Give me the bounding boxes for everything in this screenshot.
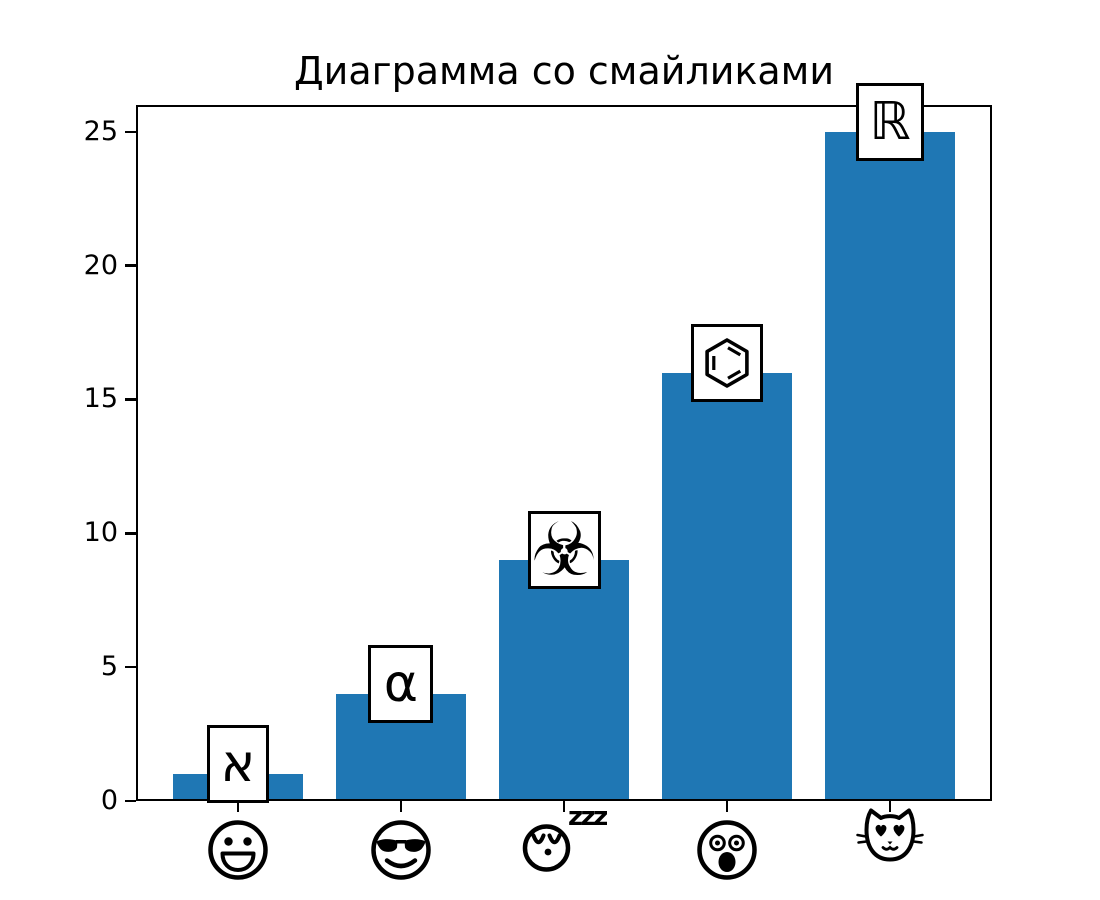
bar [824, 131, 956, 801]
x-tick-emoji-grinning-face [206, 818, 270, 886]
heart-eyes-cat-icon [856, 808, 924, 862]
astonished-face-icon [697, 820, 757, 880]
y-tick-mark [125, 398, 136, 401]
y-tick-label: 25 [83, 115, 118, 147]
bar [661, 372, 793, 801]
x-tick-emoji-smiling-cat-with-heart-eyes [856, 806, 924, 870]
bar [498, 560, 630, 801]
svg-text:zzz: zzz [568, 808, 607, 832]
biohazard-sign-glyph: ☣ [530, 507, 598, 594]
grinning-face-icon [208, 820, 268, 880]
x-tick-emoji-astonished-face [695, 818, 759, 886]
benzene-ring-icon [705, 337, 749, 388]
x-tick-mark [725, 801, 729, 812]
x-tick-mark [562, 801, 566, 812]
x-tick-emoji-smiling-face-with-sunglasses [369, 818, 433, 886]
x-tick-mark [399, 801, 403, 812]
bar-label-box: ℝ [856, 82, 925, 161]
y-tick-mark [125, 532, 136, 535]
bar-label-box: א [206, 725, 269, 804]
y-tick-mark [125, 665, 136, 669]
chart-title: Диаграмма со смайликами [293, 49, 835, 93]
y-tick-label: 10 [83, 517, 118, 549]
y-tick-mark [125, 130, 136, 134]
y-tick-mark [125, 264, 136, 267]
x-tick-mark [236, 801, 240, 812]
y-tick-label: 0 [100, 785, 118, 816]
bar-label-box: α [368, 644, 434, 723]
hebrew-aleph-glyph: א [220, 734, 256, 795]
sunglasses-face-icon [371, 820, 431, 880]
bar-label-box [691, 323, 764, 402]
x-tick-mark [888, 801, 892, 812]
greek-alpha-glyph: α [383, 653, 419, 714]
sleeping-face-icon: zzz [522, 802, 610, 872]
bar-label-box: ☣ [527, 507, 601, 594]
y-tick-label: 20 [83, 249, 118, 281]
x-tick-emoji-sleeping-face-with-zzz: zzz [521, 802, 610, 878]
y-tick-mark [125, 799, 136, 803]
y-tick-label: 15 [83, 383, 118, 415]
double-struck-capital-r-glyph: ℝ [869, 91, 911, 152]
y-tick-label: 5 [100, 651, 118, 683]
